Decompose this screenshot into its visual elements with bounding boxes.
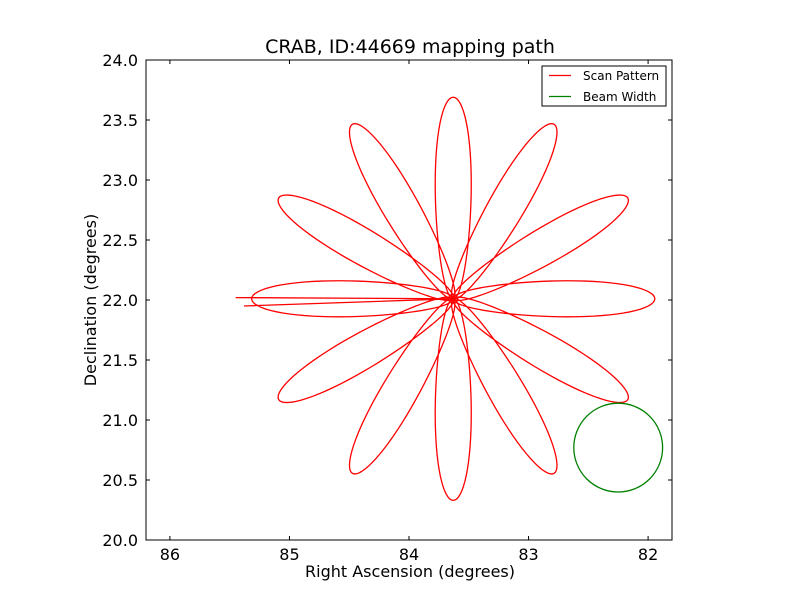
chart-title: CRAB, ID:44669 mapping path [265, 36, 555, 58]
y-axis-title: Declination (degrees) [81, 214, 100, 386]
y-tick-label: 21.5 [102, 351, 138, 370]
x-axis-title: Right Ascension (degrees) [305, 562, 515, 581]
y-tick-label: 21.0 [102, 411, 138, 430]
x-tick-label: 84 [399, 545, 419, 564]
y-tick-label: 24.0 [102, 51, 138, 70]
y-tick-label: 22.5 [102, 231, 138, 250]
scan-pattern-line [235, 96, 656, 502]
y-tick-label: 23.0 [102, 171, 138, 190]
y-tick-label: 22.0 [102, 291, 138, 310]
y-tick-label: 20.5 [102, 471, 138, 490]
legend-box [541, 65, 667, 107]
y-tick-label: 23.5 [102, 111, 138, 130]
axis-ticks: 86 85 84 83 82 20.0 20.5 21.0 21.5 22.0 22.5 23.0 23… [102, 51, 672, 564]
plot-content [235, 96, 664, 502]
x-tick-label: 82 [638, 545, 658, 564]
legend: Scan Pattern Beam Width [541, 65, 667, 107]
x-tick-label: 83 [518, 545, 538, 564]
x-tick-label: 86 [160, 545, 180, 564]
y-tick-label: 20.0 [102, 531, 138, 550]
beam-width-circle [573, 402, 664, 493]
legend-label-scan-pattern: Scan Pattern [583, 69, 659, 83]
legend-label-beam-width: Beam Width [583, 90, 656, 104]
x-tick-label: 85 [279, 545, 299, 564]
